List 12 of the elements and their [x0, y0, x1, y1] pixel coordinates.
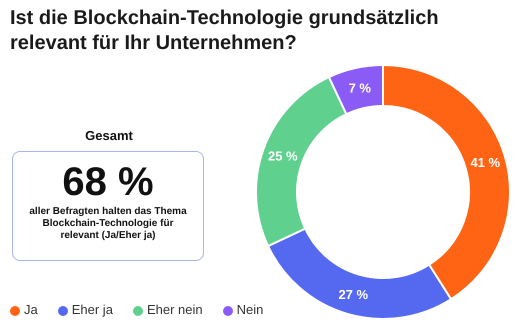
data-label: 41 %: [470, 154, 501, 170]
text: Gesamt: [84, 128, 134, 143]
legend-label: Nein: [236, 302, 264, 317]
legend-label: Eher ja: [72, 302, 113, 317]
data-label: 25 %: [268, 148, 298, 164]
text: 68 %: [61, 160, 155, 204]
data-label: 27 %: [338, 286, 369, 302]
text: aller Befragten halten das Thema Blockchain-Technologie für relevant (Ja/Eher ja): [28, 205, 188, 242]
data-label: 7 %: [348, 80, 372, 96]
chart-title: Ist die Blockchain-Technologie grundsätzlich relevant für Ihr Unternehmen?: [10, 6, 440, 56]
legend-label: Ja: [24, 302, 38, 317]
legend-label: Eher nein: [146, 302, 203, 317]
